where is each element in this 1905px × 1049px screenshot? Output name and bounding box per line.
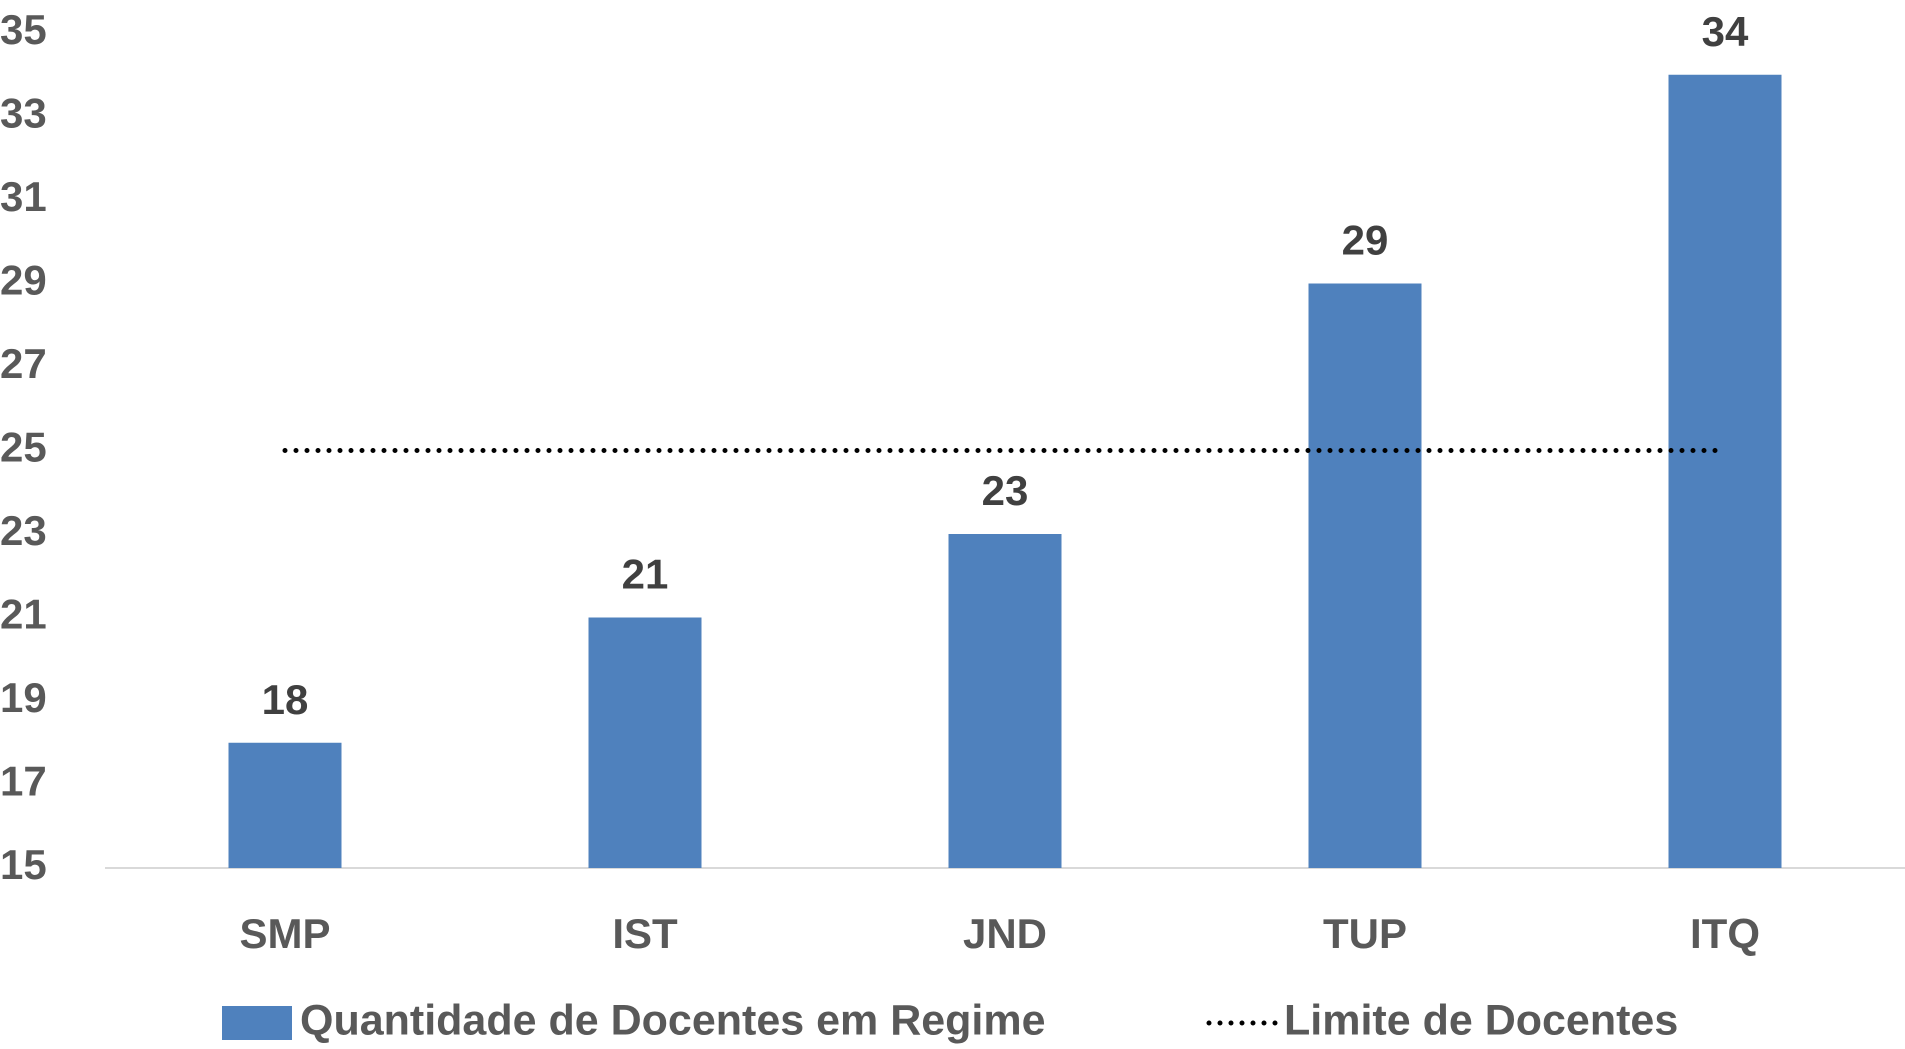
bar — [588, 617, 702, 868]
y-tick-label: 21 — [0, 591, 47, 638]
x-tick-label: ITQ — [1690, 910, 1760, 957]
data-label: 18 — [262, 676, 309, 723]
legend-label: Quantidade de Docentes em Regime — [300, 996, 1046, 1044]
data-label: 29 — [1342, 217, 1389, 264]
bar — [1308, 283, 1422, 868]
y-tick-label: 35 — [0, 6, 47, 53]
y-tick-label: 29 — [0, 257, 47, 304]
y-tick-label: 15 — [0, 841, 47, 888]
bar — [948, 534, 1062, 868]
bar — [228, 742, 342, 868]
x-tick-label: IST — [612, 910, 678, 957]
legend-swatch — [222, 1006, 292, 1040]
legend-label: Limite de Docentes — [1284, 996, 1678, 1044]
x-tick-label: JND — [963, 910, 1047, 957]
y-tick-label: 33 — [0, 90, 47, 137]
y-tick-label: 19 — [0, 674, 47, 721]
y-tick-label: 17 — [0, 758, 47, 805]
data-label: 34 — [1702, 8, 1749, 55]
x-tick-label: TUP — [1323, 910, 1407, 957]
y-tick-label: 31 — [0, 173, 47, 220]
y-tick-label: 23 — [0, 507, 47, 554]
data-label: 23 — [982, 467, 1029, 514]
y-tick-label: 25 — [0, 424, 47, 471]
y-tick-label: 27 — [0, 340, 47, 387]
x-tick-label: SMP — [239, 910, 330, 957]
data-label: 21 — [622, 551, 669, 598]
bar — [1668, 74, 1782, 868]
